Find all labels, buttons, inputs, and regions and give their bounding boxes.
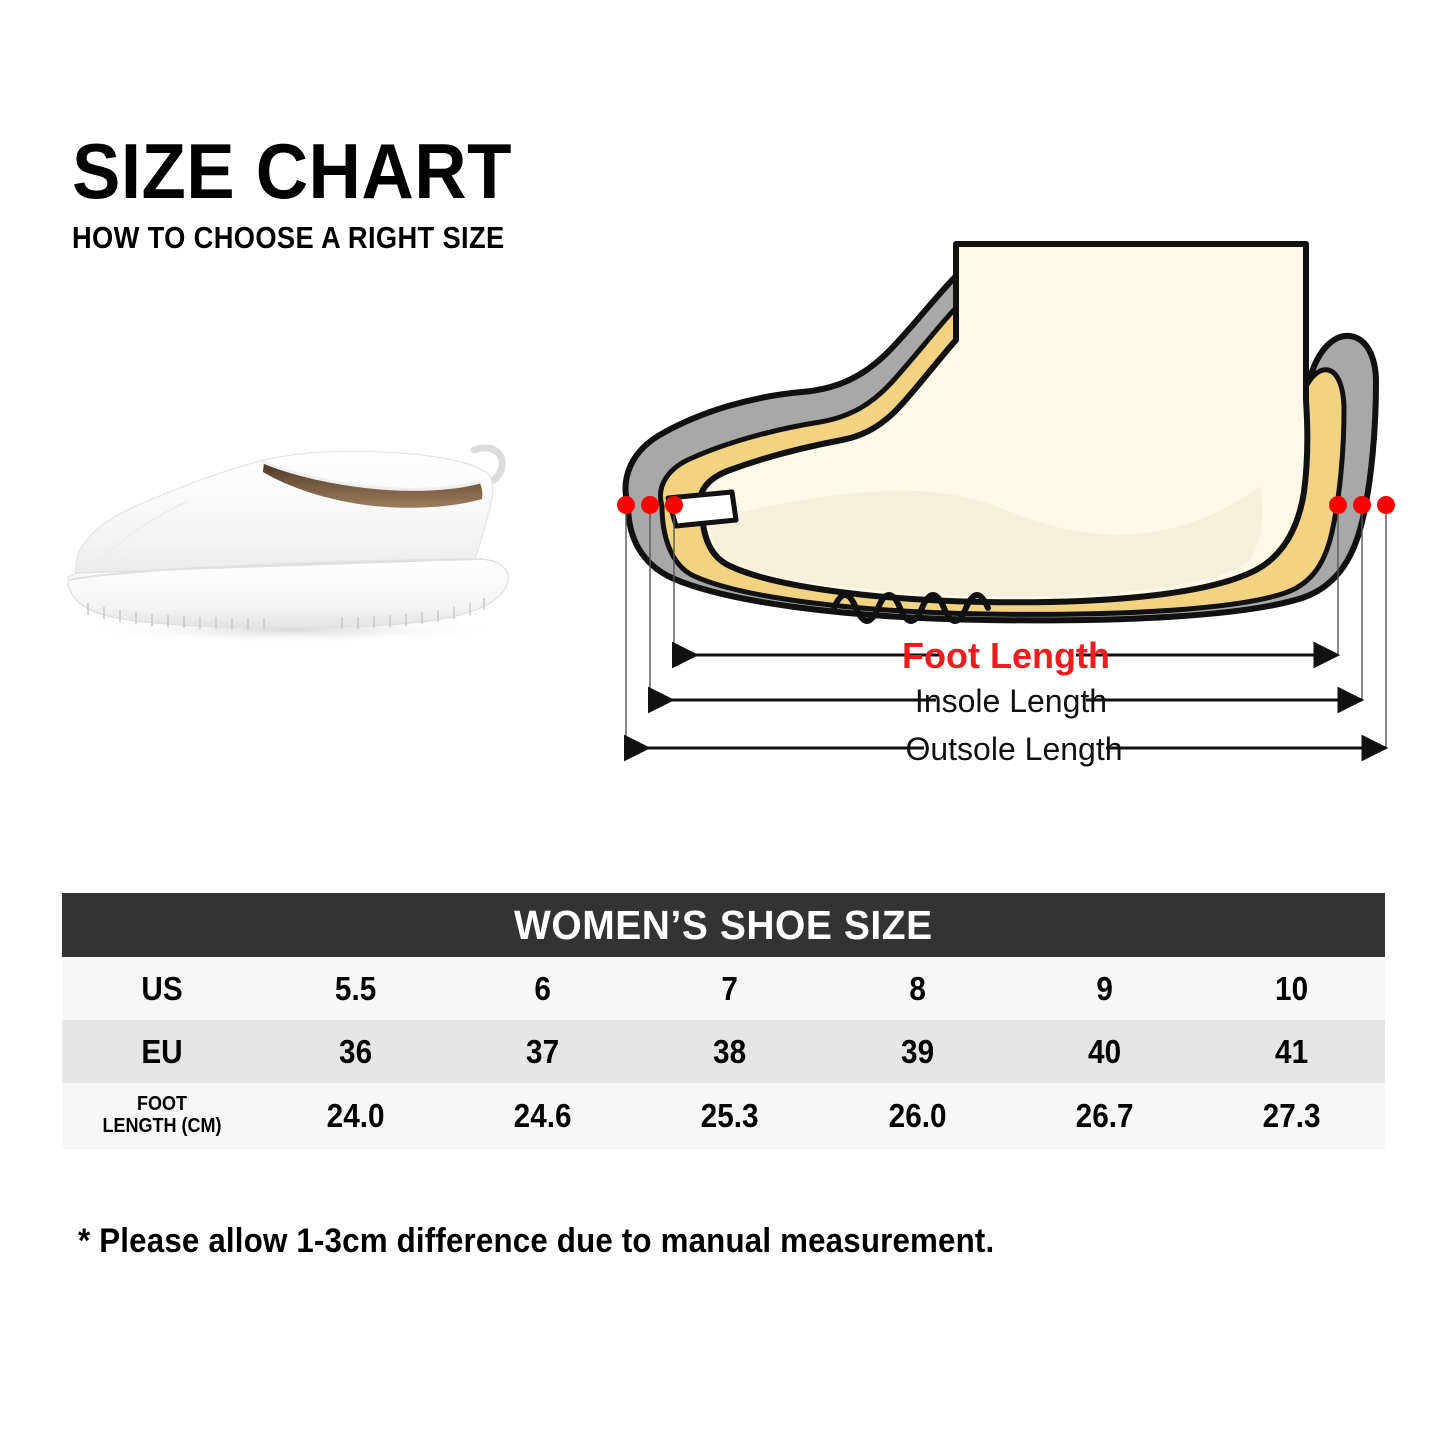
- size-table: WOMEN’S SHOE SIZE US 5.5 6 7 8 9 10 EU 3…: [62, 893, 1385, 1149]
- cell-eu-3: 39: [900, 1032, 934, 1070]
- row-label-foot-length-line1: FOOT: [136, 1093, 187, 1116]
- foot-length-label: Foot Length: [902, 635, 1110, 676]
- row-label-foot-length: FOOT LENGTH (CM): [72, 1083, 252, 1149]
- cell-len-2: 25.3: [701, 1097, 759, 1134]
- table-row-us: US 5.5 6 7 8 9 10: [62, 957, 1385, 1020]
- insole-length-label: Insole Length: [915, 683, 1107, 719]
- cell-us-0: 5.5: [334, 969, 377, 1007]
- cell-eu-5: 41: [1274, 1032, 1308, 1070]
- cell-len-4: 26.7: [1075, 1097, 1134, 1134]
- cell-eu-1: 37: [526, 1032, 560, 1070]
- shoe-photo-illustration: [67, 444, 509, 644]
- table-row-foot-length: FOOT LENGTH (CM) 24.0 24.6 25.3 26.0 26.…: [62, 1083, 1385, 1149]
- cell-len-1: 24.6: [513, 1097, 572, 1134]
- cell-us-4: 9: [1096, 969, 1113, 1007]
- cell-len-3: 26.0: [888, 1097, 947, 1134]
- table-row-eu: EU 36 37 38 39 40 41: [62, 1020, 1385, 1083]
- cell-len-0: 24.0: [326, 1097, 385, 1134]
- foot-in-shoe-svg: Foot Length Insole Length Outsole Length: [617, 241, 1395, 767]
- table-header-bar: WOMEN’S SHOE SIZE: [62, 893, 1385, 957]
- cell-eu-2: 38: [713, 1032, 747, 1070]
- footnote-text: * Please allow 1-3cm difference due to m…: [78, 1222, 995, 1260]
- cell-eu-0: 36: [339, 1032, 373, 1070]
- cell-us-2: 7: [721, 969, 739, 1007]
- measurement-dot-group: [617, 496, 1395, 514]
- cell-eu-4: 40: [1087, 1032, 1121, 1070]
- product-photo: [42, 425, 542, 655]
- cell-us-5: 10: [1274, 969, 1308, 1007]
- table-title: WOMEN’S SHOE SIZE: [514, 901, 933, 948]
- title-block: SIZE CHART HOW TO CHOOSE A RIGHT SIZE: [72, 127, 772, 255]
- outsole-length-label: Outsole Length: [905, 731, 1122, 767]
- page-subtitle: HOW TO CHOOSE A RIGHT SIZE: [72, 219, 505, 255]
- row-label-us: US: [141, 969, 183, 1007]
- cell-len-5: 27.3: [1262, 1097, 1321, 1134]
- cell-us-3: 8: [908, 969, 926, 1007]
- row-label-eu: EU: [141, 1032, 183, 1070]
- row-label-foot-length-line2: LENGTH (CM): [102, 1115, 222, 1137]
- cell-us-1: 6: [534, 969, 552, 1007]
- measurement-diagram: Foot Length Insole Length Outsole Length: [606, 230, 1406, 775]
- page-title: SIZE CHART: [72, 127, 512, 215]
